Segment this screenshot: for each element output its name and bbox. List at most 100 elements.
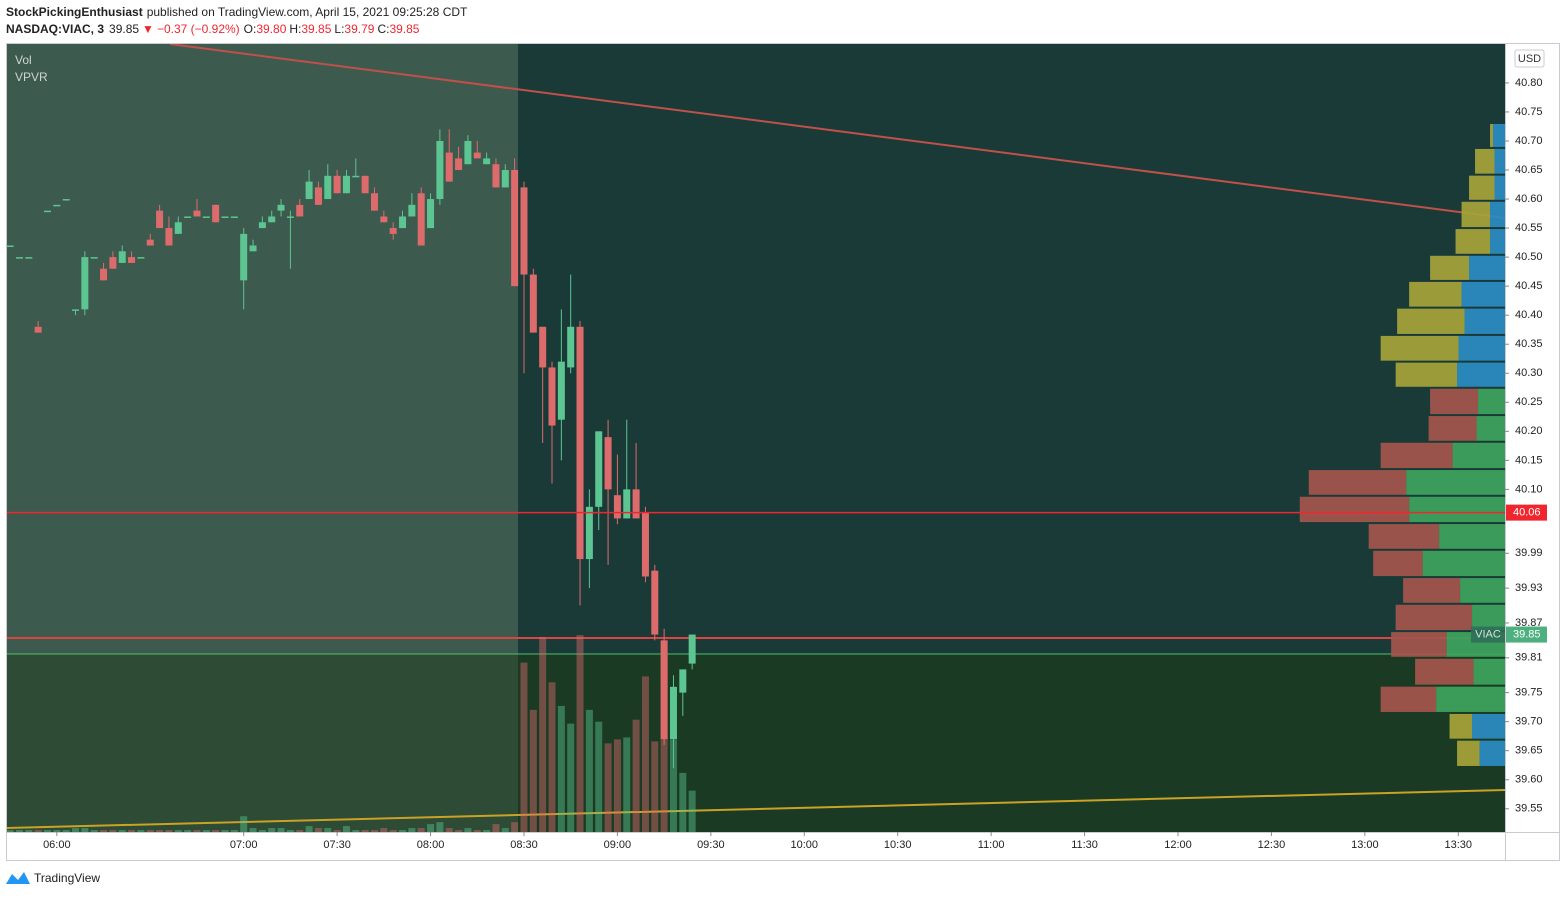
vpvr-down [1373, 550, 1423, 577]
vpvr-down [1391, 632, 1447, 657]
y-tick-label: 40.25 [1515, 396, 1543, 408]
candle-body [520, 187, 528, 275]
currency-box [1514, 49, 1545, 68]
x-tick-label: 13:30 [1445, 839, 1473, 851]
volume-bar [6, 830, 14, 832]
candle-body [576, 326, 584, 560]
y-tick-label: 39.75 [1515, 687, 1543, 699]
vpvr-down [1380, 686, 1437, 712]
candle-body [455, 158, 463, 171]
volume-bar [305, 826, 313, 832]
candle-body [445, 152, 453, 182]
vpvr-up [1476, 416, 1505, 441]
volume-bar [557, 705, 565, 832]
candle-body [501, 170, 509, 188]
volume-bar [240, 816, 248, 832]
vpvr-up [1479, 740, 1505, 766]
candle-body [641, 512, 649, 577]
volume-bar [90, 830, 98, 832]
volume-bar [193, 830, 201, 832]
trend-line [169, 43, 1506, 219]
vpvr-up [1494, 175, 1505, 200]
volume-bar [268, 828, 276, 832]
candle-body [286, 216, 294, 218]
y-tick-label: 40.40 [1515, 309, 1543, 321]
vpvr-up [1490, 229, 1505, 254]
volume-bar [445, 828, 453, 832]
candle-body [230, 216, 238, 218]
vpvr-down [1430, 388, 1479, 415]
candle-body [464, 140, 472, 165]
x-tick-label: 12:00 [1164, 839, 1192, 851]
y-tick-label: 40.55 [1515, 222, 1543, 234]
vpvr-down [1368, 524, 1440, 549]
candle-body [6, 245, 14, 248]
volume-bar [576, 635, 584, 832]
candle-body [679, 669, 687, 693]
y-tick-label: 39.65 [1515, 745, 1543, 757]
vpvr-up [1494, 148, 1505, 174]
x-tick-label: 11:30 [1071, 839, 1098, 851]
volume-bar [389, 830, 397, 832]
candle-body [436, 140, 444, 200]
vpvr-down [1380, 335, 1459, 361]
symbol-tag-label: VIAC [1475, 628, 1501, 640]
logo [6, 872, 30, 884]
candle-body [632, 489, 640, 519]
y-tick-label: 39.99 [1515, 547, 1543, 559]
vpvr-up [1478, 388, 1505, 415]
candle-body [202, 216, 210, 218]
premarket-zone [7, 44, 518, 654]
y-tick-label: 40.50 [1515, 251, 1543, 263]
change: −0.37 (−0.92%) [157, 22, 240, 36]
volume-bar [585, 709, 593, 832]
x-tick-label: 12:30 [1258, 839, 1286, 851]
volume-bar [370, 830, 378, 832]
volume-bar [623, 737, 631, 832]
y-tick-label: 40.15 [1515, 454, 1543, 466]
price-tag [1506, 504, 1547, 521]
volume-bar [137, 830, 145, 832]
candle-body [53, 204, 61, 207]
vpvr-up [1457, 362, 1505, 387]
ohlc-value: 39.80 [256, 22, 286, 36]
y-tick-label: 40.35 [1515, 338, 1543, 350]
candle-body [324, 175, 332, 200]
candle-body [314, 187, 322, 205]
price-tag-label: 39.85 [1513, 628, 1541, 640]
candle-body [25, 257, 33, 259]
vpvr-down [1299, 496, 1410, 523]
volume-bar [632, 719, 640, 832]
candle-body [342, 175, 350, 194]
y-tick-label: 40.30 [1515, 367, 1543, 379]
ohlc-label: H: [289, 22, 301, 36]
candle-body [146, 239, 154, 246]
volume-bar [548, 682, 556, 832]
volume-bar [352, 830, 360, 832]
candle-body [221, 216, 229, 218]
x-tick-label: 07:00 [230, 839, 258, 851]
candle-body [669, 686, 677, 740]
volume-bar [230, 830, 238, 832]
volume-bar [62, 830, 70, 832]
y-tick-label: 40.20 [1515, 425, 1543, 437]
symbol: NASDAQ:VIAC, 3 [6, 22, 104, 36]
indicator-label: Vol [15, 53, 32, 67]
vpvr-down [1395, 362, 1458, 387]
volume-bar [520, 662, 528, 832]
candle-body [427, 199, 435, 229]
volume-bar [72, 828, 80, 832]
vpvr-down [1415, 658, 1474, 685]
volume-bar [483, 830, 491, 832]
vpvr-up [1472, 713, 1505, 739]
candle-body [165, 228, 173, 246]
candle-body [473, 152, 481, 159]
volume-bar [212, 830, 220, 832]
change-arrow: ▼ [142, 22, 154, 36]
volume-bar [492, 824, 500, 832]
candle-body [81, 257, 89, 310]
ohlc-label: O: [244, 22, 257, 36]
candle-body [62, 199, 70, 201]
volume-bar [221, 830, 229, 832]
